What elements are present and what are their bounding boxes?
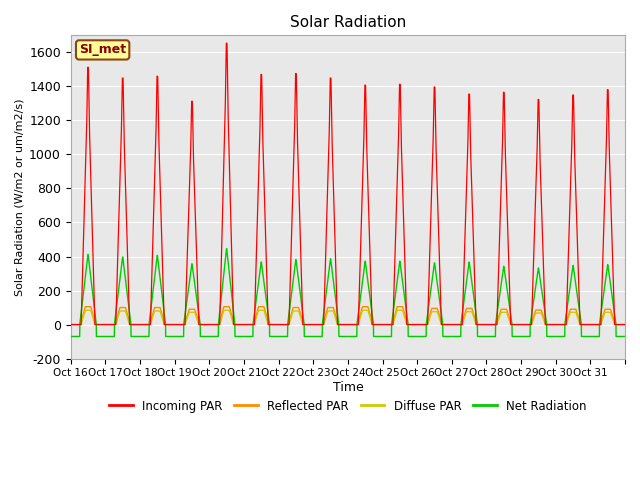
X-axis label: Time: Time bbox=[333, 381, 364, 394]
Text: SI_met: SI_met bbox=[79, 43, 126, 57]
Y-axis label: Solar Radiation (W/m2 or um/m2/s): Solar Radiation (W/m2 or um/m2/s) bbox=[15, 98, 25, 296]
Title: Solar Radiation: Solar Radiation bbox=[290, 15, 406, 30]
Legend: Incoming PAR, Reflected PAR, Diffuse PAR, Net Radiation: Incoming PAR, Reflected PAR, Diffuse PAR… bbox=[104, 395, 591, 417]
